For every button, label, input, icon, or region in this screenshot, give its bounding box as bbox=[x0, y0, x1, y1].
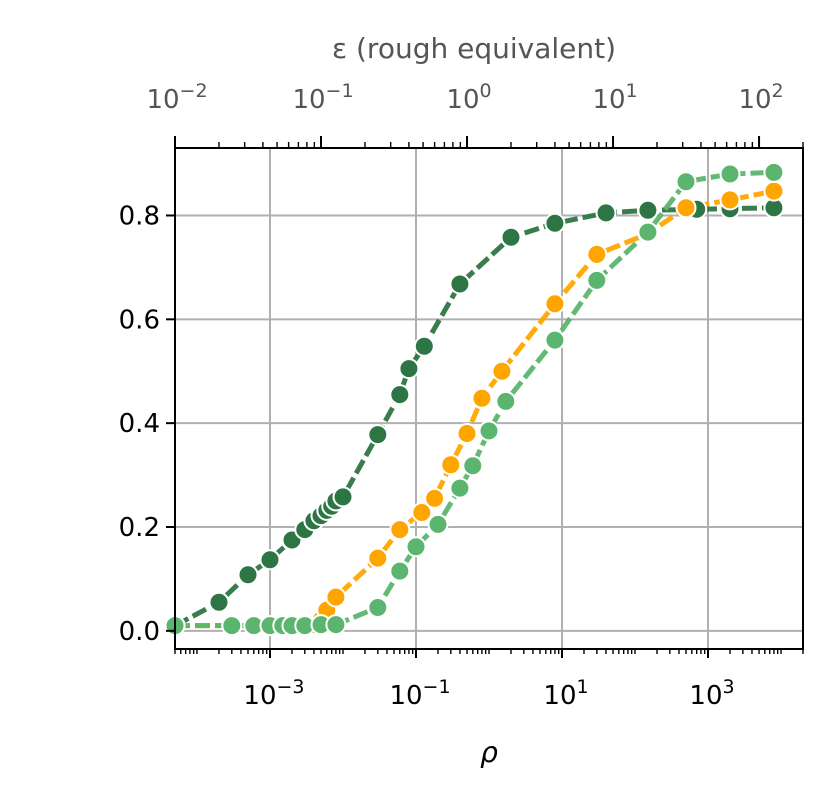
series-1-point bbox=[544, 212, 566, 234]
series-1-point bbox=[500, 226, 522, 248]
series-2-point bbox=[471, 387, 493, 409]
series-2-point bbox=[544, 293, 566, 315]
series-1-point bbox=[389, 384, 411, 406]
top-tick-label: 10−1 bbox=[292, 80, 353, 115]
series-3-point bbox=[405, 536, 427, 558]
y-tick-label: 0.2 bbox=[119, 513, 160, 543]
series-2-point bbox=[586, 243, 608, 265]
top-tick-label: 100 bbox=[446, 80, 491, 115]
series-3-point bbox=[427, 513, 449, 535]
series-2-point bbox=[675, 197, 697, 219]
series-3-point bbox=[367, 597, 389, 618]
series-2-point bbox=[491, 360, 513, 382]
series-2-point bbox=[719, 189, 741, 211]
top-tick-label: 102 bbox=[738, 80, 783, 115]
series-1-point bbox=[208, 591, 230, 613]
series-1-point bbox=[637, 199, 659, 221]
series-2-point bbox=[456, 423, 478, 444]
y-tick-label: 0.0 bbox=[119, 617, 160, 647]
series-3-point bbox=[221, 615, 243, 637]
series-1-point bbox=[332, 486, 354, 508]
series-3-point bbox=[325, 614, 347, 636]
x-tick-label: 10−1 bbox=[389, 676, 450, 711]
series-1-point bbox=[595, 202, 617, 224]
series-3-point bbox=[462, 455, 484, 477]
top-axis-title: ε (rough equivalent) bbox=[332, 32, 616, 65]
top-tick-label: 101 bbox=[592, 80, 637, 115]
series-2-point bbox=[424, 487, 446, 509]
y-tick-label: 0.8 bbox=[119, 201, 160, 231]
x-tick-label: 101 bbox=[543, 676, 588, 711]
series-3-point bbox=[544, 329, 566, 351]
series-2-point bbox=[389, 519, 411, 541]
series-2-point bbox=[763, 180, 785, 202]
series-2-point bbox=[325, 586, 347, 608]
series-2-point bbox=[440, 454, 462, 476]
series-2-point bbox=[367, 547, 389, 569]
series-3-point bbox=[586, 269, 608, 291]
y-tick-label: 0.6 bbox=[119, 305, 160, 335]
series-1-point bbox=[237, 564, 259, 586]
series-3-point bbox=[719, 163, 741, 185]
series-1-point bbox=[259, 549, 281, 571]
x-tick-label: 103 bbox=[689, 676, 734, 711]
series-3-point bbox=[763, 161, 785, 183]
series-3-point bbox=[495, 390, 517, 412]
x-tick-label: 10−3 bbox=[243, 676, 304, 711]
series-1-point bbox=[449, 273, 471, 295]
series-3-point bbox=[478, 420, 500, 442]
series-layer bbox=[164, 161, 785, 637]
series-1-point bbox=[367, 424, 389, 446]
series-3-point bbox=[675, 171, 697, 193]
x-axis-title: ρ bbox=[480, 736, 498, 769]
axes: 10−3 10−1 101 103 0.0 0.2 0.4 0.6 0.8 10−2 10−1 100… bbox=[119, 80, 804, 711]
top-tick-label: 10−2 bbox=[146, 80, 207, 115]
y-tick-label: 0.4 bbox=[119, 409, 160, 439]
series-1-point bbox=[413, 335, 435, 357]
series-3-point bbox=[637, 221, 659, 243]
series-3-point bbox=[389, 560, 411, 582]
series-1-point bbox=[398, 358, 420, 380]
series-3-point bbox=[449, 477, 471, 499]
series-2-point bbox=[411, 502, 433, 523]
